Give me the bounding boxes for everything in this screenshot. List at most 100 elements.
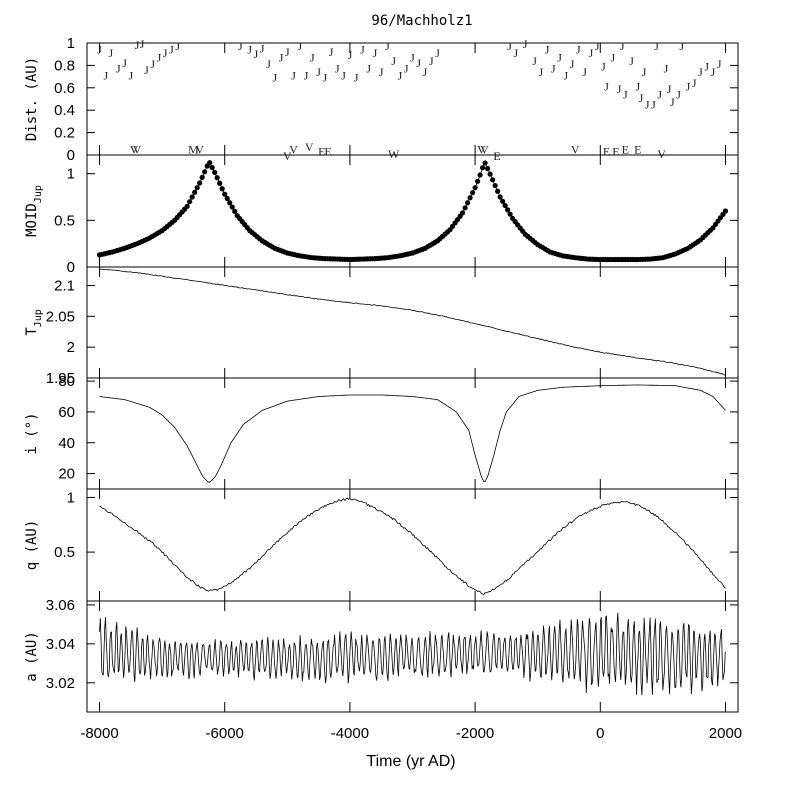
encounter-mark-J: J <box>366 62 371 76</box>
encounter-mark-E: E <box>634 142 641 156</box>
encounter-mark-J: J <box>604 80 609 94</box>
encounter-mark-J: J <box>304 68 309 82</box>
x-tick-label: 2000 <box>709 725 742 742</box>
encounter-mark-J: J <box>639 91 644 105</box>
panel-frame <box>86 266 739 379</box>
moid-point <box>217 180 223 186</box>
x-axis: -8000 -6000 -4000 -2000 0 2000 <box>80 725 742 742</box>
encounter-mark-J: J <box>144 63 149 77</box>
encounter-mark-J: J <box>532 54 537 68</box>
x-tick-label: 0 <box>596 725 604 742</box>
x-axis-title: Time (yr AD) <box>366 753 455 770</box>
encounter-mark-J: J <box>651 97 656 111</box>
moid-point <box>202 169 208 175</box>
encounter-mark-V: V <box>283 149 292 163</box>
y-tick-label: 80 <box>58 373 75 390</box>
encounter-mark-J: J <box>128 68 133 82</box>
encounter-mark-V: V <box>571 142 580 156</box>
encounter-mark-J: J <box>679 39 684 53</box>
moid-point <box>224 195 230 202</box>
moid-point <box>475 178 481 184</box>
encounter-mark-J: J <box>601 59 606 73</box>
encounter-mark-J: J <box>686 80 691 94</box>
encounter-mark-V: V <box>480 142 489 156</box>
encounter-mark-J: J <box>551 62 556 76</box>
y-axis-label-subscript: Jup <box>33 309 44 327</box>
encounter-mark-J: J <box>157 50 162 64</box>
y-tick-label: 60 <box>58 404 75 421</box>
y-tick-label: 20 <box>58 466 75 483</box>
encounter-mark-J: J <box>610 50 615 64</box>
y-axis-label-text: MOID <box>24 203 40 237</box>
moid-point <box>487 171 493 177</box>
encounter-mark-J: J <box>103 68 108 82</box>
encounter-mark-J: J <box>169 43 174 57</box>
y-tick-label: 2 <box>67 339 75 356</box>
x-tick-label: -6000 <box>206 725 244 742</box>
encounter-mark-J: J <box>404 62 409 76</box>
moid-point <box>505 207 511 213</box>
panel-frame <box>86 600 739 713</box>
encounter-mark-J: J <box>513 46 518 60</box>
encounter-mark-J: J <box>657 87 662 101</box>
moid-point <box>184 203 190 209</box>
y-tick-label: 2.05 <box>46 308 75 325</box>
series-line-tjup <box>99 268 726 376</box>
moid-point <box>490 177 496 183</box>
moid-point <box>485 165 491 172</box>
moid-point <box>472 185 478 191</box>
panel-incl: 20 40 60 80 i (°) <box>24 373 739 490</box>
chart-title: 96/Machholz1 <box>371 13 472 29</box>
y-tick-label: 0.4 <box>54 102 75 119</box>
moid-point <box>219 186 225 192</box>
y-axis-label-text: q (AU) <box>24 520 40 571</box>
encounter-mark-E: E <box>324 145 331 159</box>
y-axis-label-subscript: Jup <box>33 185 44 203</box>
encounter-mark-V: V <box>133 142 142 156</box>
panel-tjup: 1.95 2 2.05 2.1 TJup <box>24 266 739 387</box>
y-axis-label-text: T <box>24 327 40 336</box>
encounter-mark-J: J <box>667 82 672 96</box>
y-axis-label: q (AU) <box>24 520 40 571</box>
encounter-mark-V: V <box>305 140 314 154</box>
moid-point <box>214 175 220 181</box>
encounter-mark-J: J <box>545 43 550 57</box>
encounter-mark-J: J <box>538 65 543 79</box>
y-tick-label: 1 <box>67 166 75 183</box>
encounter-mark-J: J <box>429 54 434 68</box>
encounter-mark-J: J <box>247 43 252 57</box>
moid-point <box>222 191 228 197</box>
y-axis-label: i (°) <box>24 412 40 454</box>
moid-point <box>477 172 483 178</box>
y-tick-label: 0.8 <box>54 57 75 74</box>
encounter-mark-J: J <box>163 46 168 60</box>
panel-q: 0.5 1 q (AU) <box>24 488 739 602</box>
y-tick-label: 2.1 <box>54 278 75 295</box>
moid-point <box>189 194 195 200</box>
encounter-mark-J: J <box>398 68 403 82</box>
moid-point <box>197 180 203 186</box>
moid-point <box>199 174 205 180</box>
moid-point <box>209 165 215 171</box>
encounter-mark-J: J <box>410 50 415 64</box>
y-axis-label: a (AU) <box>24 631 40 682</box>
encounter-mark-J: J <box>175 39 180 53</box>
encounter-mark-J: J <box>385 39 390 53</box>
moid-point <box>187 199 193 205</box>
encounter-mark-J: J <box>642 65 647 79</box>
panel-moid: 0 0.5 1 MOIDJup <box>24 154 739 276</box>
moid-point <box>212 169 218 176</box>
x-tick-label: -2000 <box>456 725 494 742</box>
encounter-mark-J: J <box>254 47 259 61</box>
encounter-mark-J: J <box>323 71 328 85</box>
moid-point <box>492 182 498 189</box>
moid-point <box>232 208 238 214</box>
moid-point <box>464 200 471 206</box>
encounter-mark-V: V <box>477 142 486 156</box>
y-axis-label: Dist. (AU) <box>24 57 40 141</box>
encounter-mark-J: J <box>291 68 296 82</box>
y-tick-label: 1.95 <box>46 370 75 387</box>
encounter-mark-J: J <box>629 54 634 68</box>
encounter-mark-V: V <box>130 142 139 156</box>
